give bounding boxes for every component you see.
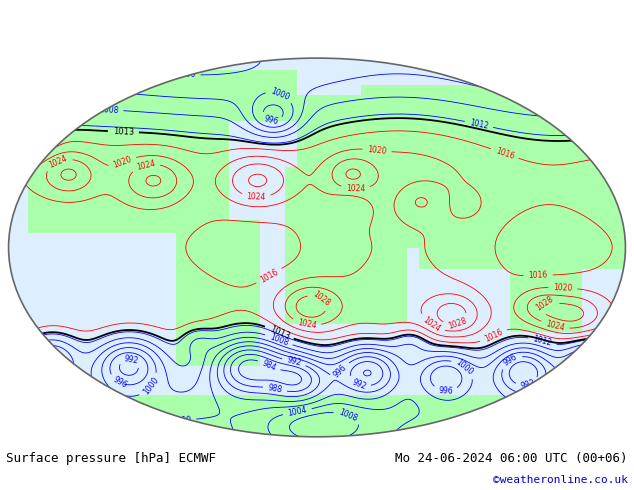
Text: 1024: 1024	[422, 315, 443, 334]
Text: 1016: 1016	[259, 267, 280, 285]
Text: 1008: 1008	[337, 407, 358, 423]
Text: 1004: 1004	[51, 410, 71, 429]
Text: Surface pressure [hPa] ECMWF: Surface pressure [hPa] ECMWF	[6, 452, 216, 465]
Text: 1004: 1004	[35, 370, 56, 386]
Text: 1024: 1024	[297, 318, 317, 331]
Text: 1024: 1024	[545, 319, 566, 333]
Text: 1028: 1028	[534, 295, 555, 313]
Text: 1000: 1000	[269, 86, 291, 102]
Text: 992: 992	[520, 378, 536, 391]
Text: 1013: 1013	[113, 127, 134, 137]
Text: 1016: 1016	[494, 146, 515, 161]
Text: 1024: 1024	[346, 184, 365, 193]
Text: 996: 996	[262, 114, 279, 126]
Text: 1024: 1024	[48, 154, 69, 170]
Text: 1013: 1013	[268, 324, 291, 341]
Text: 1008: 1008	[25, 106, 46, 125]
Text: 1000: 1000	[176, 70, 196, 79]
Text: ©weatheronline.co.uk: ©weatheronline.co.uk	[493, 475, 628, 485]
Text: 1020: 1020	[367, 145, 387, 156]
Text: 1024: 1024	[135, 159, 156, 171]
Text: 996: 996	[502, 352, 519, 368]
Text: 1012: 1012	[532, 334, 553, 348]
Text: 996: 996	[332, 363, 348, 380]
Text: 984: 984	[261, 359, 278, 373]
Text: 1012: 1012	[469, 118, 489, 131]
Text: 1000: 1000	[454, 358, 475, 377]
Text: 1008: 1008	[268, 332, 289, 347]
Ellipse shape	[9, 58, 625, 437]
Text: 1004: 1004	[32, 77, 53, 89]
Text: 1000: 1000	[172, 415, 191, 426]
Text: 996: 996	[580, 373, 595, 382]
Text: 1008: 1008	[99, 105, 119, 115]
Text: 1016: 1016	[528, 270, 548, 280]
Text: 1000: 1000	[607, 69, 627, 79]
Text: 1020: 1020	[112, 155, 133, 170]
Text: Mo 24-06-2024 06:00 UTC (00+06): Mo 24-06-2024 06:00 UTC (00+06)	[395, 452, 628, 465]
Text: 1000: 1000	[564, 348, 585, 367]
Text: 1020: 1020	[553, 283, 573, 293]
Text: 1028: 1028	[447, 316, 468, 331]
Text: 1000: 1000	[141, 376, 160, 396]
Text: 1028: 1028	[311, 289, 332, 308]
Text: 996: 996	[112, 375, 129, 390]
Text: 988: 988	[267, 383, 283, 394]
Text: 992: 992	[286, 356, 302, 368]
Text: 996: 996	[438, 386, 453, 396]
Text: 1000: 1000	[565, 425, 586, 441]
Text: 1000: 1000	[547, 372, 564, 394]
Text: 1024: 1024	[247, 193, 266, 202]
PathPatch shape	[0, 48, 634, 447]
Text: 1016: 1016	[483, 327, 504, 343]
Text: 1004: 1004	[287, 405, 307, 418]
Text: 992: 992	[351, 377, 368, 391]
Text: 992: 992	[123, 354, 139, 366]
